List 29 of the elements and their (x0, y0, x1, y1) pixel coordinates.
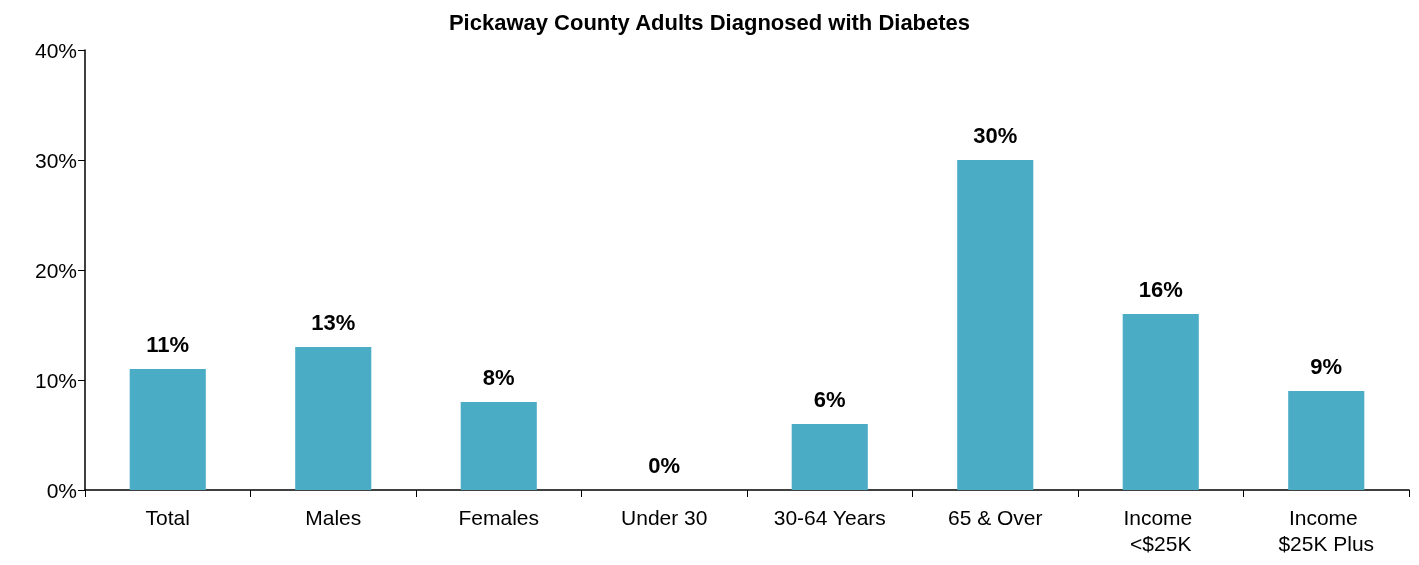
data-label: 9% (1310, 353, 1343, 379)
x-tick-label: Under 30 (621, 505, 708, 529)
data-label: 30% (973, 122, 1018, 148)
x-tick-label: Income $25K Plus (1278, 505, 1375, 555)
x-tick-label: 30-64 Years (773, 505, 886, 529)
data-label: 11% (146, 331, 190, 357)
bar (1122, 314, 1199, 490)
x-tick-label: Income <$25K (1123, 505, 1199, 555)
y-tick-label: 30% (34, 148, 77, 172)
x-tick-label: Males (305, 505, 362, 529)
chart-title: Pickaway County Adults Diagnosed with Diabetes (448, 9, 971, 35)
data-label: 16% (1138, 276, 1183, 302)
x-tick-label: Females (458, 505, 540, 529)
y-tick-label: 40% (34, 38, 77, 62)
y-tick-label: 0% (46, 478, 77, 502)
bar (791, 424, 868, 490)
x-tick-label: Total (145, 505, 190, 529)
bar (460, 402, 537, 490)
bar (1288, 391, 1365, 490)
x-tick-label: 65 & Over (947, 505, 1043, 529)
data-label: 6% (813, 386, 846, 412)
data-label: 13% (311, 309, 356, 335)
y-tick-label: 10% (34, 368, 77, 392)
y-tick-label: 20% (34, 258, 77, 282)
bar (957, 160, 1034, 490)
data-label: 0% (648, 452, 681, 478)
bar (295, 347, 372, 490)
bar (129, 369, 206, 490)
data-label: 8% (482, 364, 515, 390)
